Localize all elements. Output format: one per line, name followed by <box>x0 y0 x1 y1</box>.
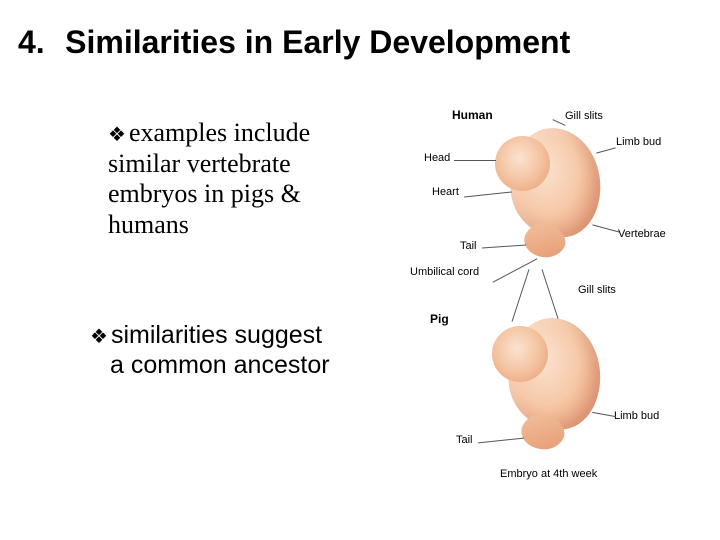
label-gill-slits-pig: Gill slits <box>578 284 616 296</box>
leader-line <box>592 224 619 232</box>
bullet-1: ❖examples include similar vertebrate emb… <box>108 118 368 241</box>
label-limb-bud-human: Limb bud <box>616 136 661 148</box>
human-embryo-head <box>495 136 550 191</box>
leader-line <box>552 119 565 126</box>
bullet-2-text1: similarities suggest <box>111 321 322 349</box>
leader-line <box>454 160 496 161</box>
pig-embryo-head <box>492 326 548 382</box>
bullet-1-rest: similar vertebrate embryos in pigs & hum… <box>108 149 368 241</box>
diagram-caption: Embryo at 4th week <box>500 468 597 480</box>
title-text: Similarities in Early Development <box>65 24 570 61</box>
bullet-2-line1: ❖similarities suggest <box>90 320 370 350</box>
label-limb-bud-pig: Limb bud <box>614 410 659 422</box>
diamond-bullet-icon: ❖ <box>108 124 126 146</box>
label-tail-human: Tail <box>460 240 477 252</box>
leader-line <box>478 438 524 444</box>
bullet-1-lead: examples include <box>129 118 310 147</box>
label-head-human: Head <box>424 152 450 164</box>
diamond-bullet-icon: ❖ <box>90 326 108 348</box>
leader-line <box>464 191 512 197</box>
bullet-1-line1: ❖examples include <box>108 118 368 149</box>
title-number: 4. <box>18 24 45 61</box>
label-vertebrae-human: Vertebrae <box>618 228 666 240</box>
label-pig: Pig <box>430 312 449 326</box>
leader-line <box>512 269 530 322</box>
leader-line <box>592 412 616 417</box>
bullet-2: ❖similarities suggest a common ancestor <box>90 320 370 380</box>
label-umbilical-human: Umbilical cord <box>410 266 479 278</box>
slide-title: 4. Similarities in Early Development <box>18 24 570 61</box>
leader-line <box>596 147 616 153</box>
label-gill-slits-human: Gill slits <box>565 110 603 122</box>
leader-line <box>542 269 560 322</box>
leader-line <box>493 258 538 282</box>
label-heart-human: Heart <box>432 186 459 198</box>
leader-line <box>482 244 526 248</box>
bullet-2-line2: a common ancestor <box>110 350 370 380</box>
label-human: Human <box>452 108 493 122</box>
label-tail-pig: Tail <box>456 434 473 446</box>
embryo-diagram: Human Gill slits Limb bud Head Heart Tai… <box>400 108 690 488</box>
